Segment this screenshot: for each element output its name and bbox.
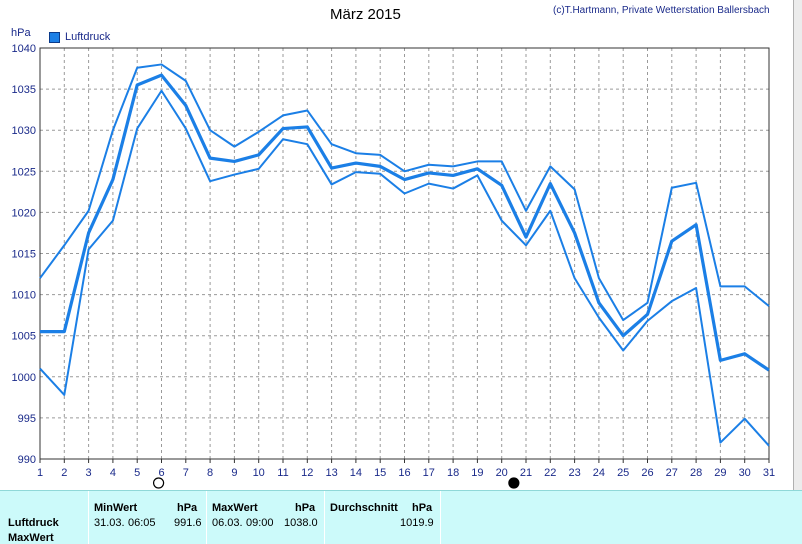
x-tick-label: 24 — [593, 467, 605, 479]
legend-label: Luftdruck — [65, 31, 111, 43]
legend-swatch — [49, 31, 60, 43]
pressure-line — [40, 73, 770, 372]
y-tick-label: 1010 — [12, 290, 36, 302]
stats-row-label: MaxWert — [8, 532, 54, 544]
x-tick-label: 28 — [690, 467, 702, 479]
y-tick-label: 1040 — [12, 43, 36, 55]
chart-title: März 2015 — [330, 6, 401, 23]
x-tick-label: 2 — [61, 467, 67, 479]
y-tick-label: 1035 — [12, 84, 36, 96]
y-tick-label: 990 — [18, 454, 36, 466]
y-tick-label: 1030 — [12, 125, 36, 137]
stats-divider — [206, 491, 207, 544]
legend: Luftdruck — [49, 31, 110, 43]
x-tick-label: 11 — [277, 467, 288, 479]
x-tick-label: 19 — [471, 467, 483, 479]
full-moon-icon — [152, 477, 165, 489]
x-tick-label: 27 — [666, 467, 678, 479]
y-axis-unit: hPa — [11, 27, 31, 39]
x-tick-label: 16 — [398, 467, 410, 479]
plot-frame — [39, 47, 770, 460]
right-scrollbar[interactable] — [793, 0, 802, 490]
x-tick-label: 1 — [37, 467, 43, 479]
x-tick-label: 23 — [568, 467, 580, 479]
new-moon-icon — [508, 477, 520, 489]
stats-divider — [88, 491, 89, 544]
avg-header: Durchschnitt — [330, 502, 398, 514]
y-tick-label: 1005 — [12, 331, 36, 343]
x-tick-label: 6 — [158, 467, 164, 479]
min-header: MinWert — [94, 502, 138, 514]
x-tick-label: 22 — [544, 467, 556, 479]
x-tick-label: 14 — [350, 467, 362, 479]
x-tick-label: 31 — [763, 467, 775, 479]
x-tick-label: 17 — [423, 467, 435, 479]
max-unit: hPa — [295, 502, 316, 514]
pressure-max-line — [39, 63, 770, 322]
pressure-min-line — [39, 89, 770, 447]
x-tick-label: 26 — [641, 467, 653, 479]
min-time: 06:05 — [128, 517, 156, 529]
x-tick-label: 20 — [496, 467, 508, 479]
min-date: 31.03. — [94, 517, 125, 529]
max-value: 1038.0 — [284, 517, 318, 529]
avg-value: 1019.9 — [400, 517, 434, 529]
x-tick-label: 5 — [134, 467, 140, 479]
max-header: MaxWert — [212, 502, 258, 514]
statistics-panel: Luftdruck MaxWert MinWert hPa 31.03. 06:… — [0, 490, 802, 544]
x-tick-label: 8 — [207, 467, 213, 479]
y-tick-label: 1020 — [12, 207, 36, 219]
x-tick-label: 18 — [447, 467, 459, 479]
x-tick-label: 10 — [253, 467, 265, 479]
x-tick-label: 29 — [714, 467, 726, 479]
stats-divider — [324, 491, 325, 544]
max-time: 09:00 — [246, 517, 274, 529]
x-tick-label: 21 — [520, 467, 532, 479]
y-tick-label: 995 — [18, 413, 36, 425]
y-tick-label: 1000 — [12, 372, 36, 384]
y-tick-label: 1015 — [12, 249, 36, 261]
pressure-chart: 1 2 3 4 5 6 7 8 9 10 11 12 13 14 15 16 17 18 19 20 21 22 23 24 2… — [12, 43, 775, 489]
y-tick-label: 1025 — [12, 166, 36, 178]
x-tick-label: 3 — [86, 467, 92, 479]
x-tick-label: 12 — [301, 467, 313, 479]
copyright-notice: (c)T.Hartmann, Private Wetterstation Bal… — [553, 5, 770, 16]
x-tick-label: 15 — [374, 467, 386, 479]
max-date: 06.03. — [212, 517, 243, 529]
stats-row-label: Luftdruck — [8, 517, 59, 529]
x-tick-label: 13 — [325, 467, 337, 479]
stats-divider — [440, 491, 441, 544]
min-value: 991.6 — [174, 517, 202, 529]
avg-unit: hPa — [412, 502, 433, 514]
x-tick-label: 7 — [183, 467, 189, 479]
min-unit: hPa — [177, 502, 198, 514]
x-tick-label: 4 — [110, 467, 116, 479]
x-tick-label: 9 — [231, 467, 237, 479]
x-tick-label: 25 — [617, 467, 629, 479]
x-tick-label: 30 — [739, 467, 751, 479]
